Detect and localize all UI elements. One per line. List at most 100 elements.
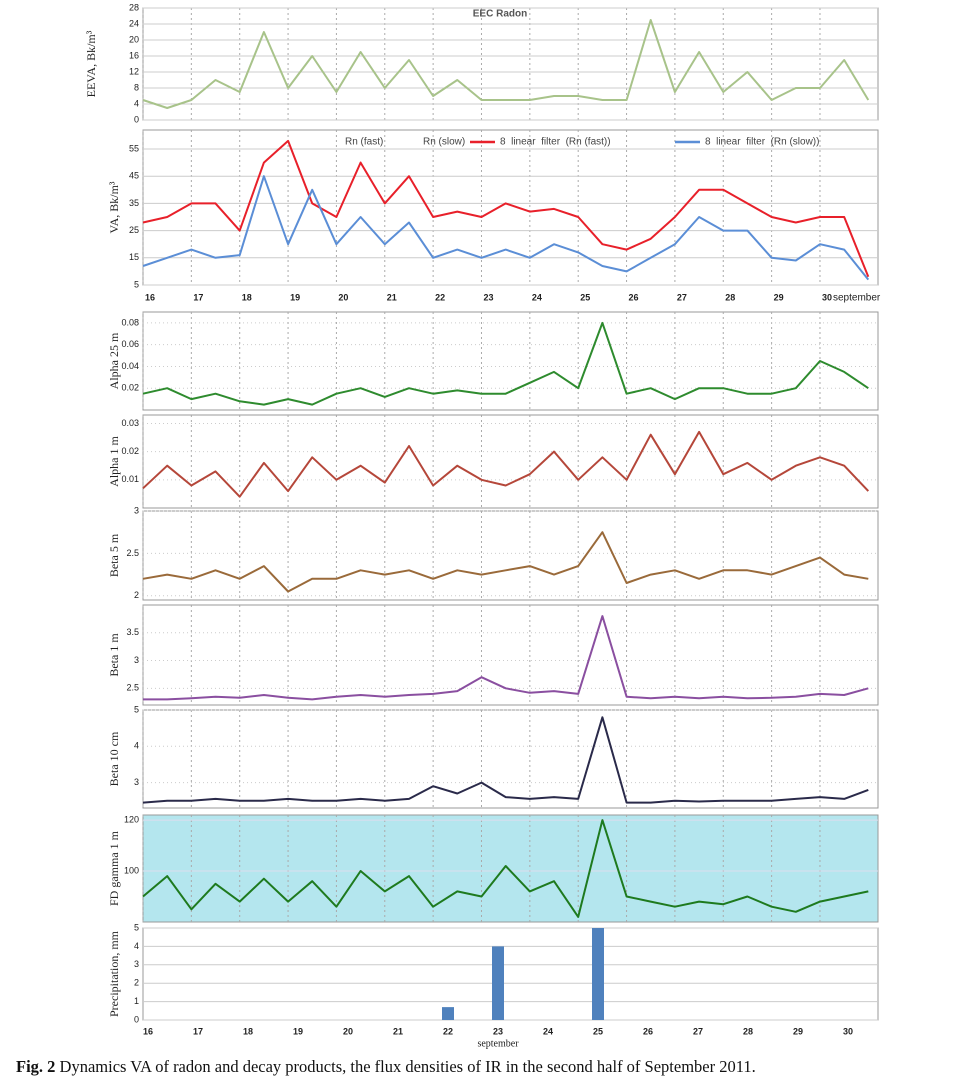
y-axis-label: Alpha 1 m xyxy=(107,436,121,487)
data-line xyxy=(142,139,870,278)
plot-frame xyxy=(142,7,879,121)
x-tick-label: 18 xyxy=(242,292,252,302)
y-tick-label: 5 xyxy=(134,279,139,289)
x-tick-label: 17 xyxy=(193,1026,203,1036)
bar xyxy=(592,928,604,1020)
x-tick-label: 18 xyxy=(243,1026,253,1036)
caption-text: Dynamics VA of radon and decay products,… xyxy=(59,1057,756,1076)
data-line xyxy=(142,430,870,498)
x-tick-label: 30 xyxy=(822,292,832,302)
y-tick-label: 2 xyxy=(134,590,139,600)
x-tick-label: 16 xyxy=(145,292,155,302)
x-tick-label: 17 xyxy=(193,292,203,302)
x-tick-label: 25 xyxy=(580,292,590,302)
y-axis-label: Beta 5 m xyxy=(107,533,121,577)
legend-label: Rn (fast) xyxy=(345,137,383,148)
x-tick-label: 20 xyxy=(343,1026,353,1036)
x-tick-label: 23 xyxy=(483,292,493,302)
legend-label: 8 linear filter (Rn (slow)) xyxy=(705,137,819,148)
caption-label: Fig. 2 xyxy=(16,1057,56,1076)
y-tick-label: 3.5 xyxy=(126,627,139,637)
y-tick-label: 0.02 xyxy=(121,383,139,393)
y-axis-label: Beta 1 m xyxy=(107,633,121,677)
x-tick-label: 24 xyxy=(543,1026,553,1036)
x-tick-label: 22 xyxy=(435,292,445,302)
y-tick-label: 35 xyxy=(129,198,139,208)
x-tick-label: 21 xyxy=(387,292,397,302)
y-tick-label: 15 xyxy=(129,252,139,262)
y-tick-label: 2.5 xyxy=(126,548,139,558)
data-line xyxy=(142,19,870,109)
y-tick-label: 45 xyxy=(129,171,139,181)
y-axis-label: VA, Bk/m³ xyxy=(107,181,121,233)
y-tick-label: 5 xyxy=(134,922,139,932)
data-line xyxy=(142,716,869,804)
x-tick-label: 25 xyxy=(593,1026,603,1036)
y-axis-label: Beta 10 cm xyxy=(107,731,121,786)
plot-frame xyxy=(142,814,879,923)
chart-title: EEC Radon xyxy=(473,9,527,20)
plot-frame xyxy=(142,709,879,809)
y-axis-label: Alpha 25 m xyxy=(107,332,121,389)
data-line xyxy=(142,175,870,281)
y-tick-label: 0.02 xyxy=(121,446,139,456)
y-tick-label: 20 xyxy=(129,34,139,44)
y-tick-label: 0.08 xyxy=(121,317,139,327)
y-tick-label: 5 xyxy=(134,704,139,714)
y-tick-label: 16 xyxy=(129,50,139,60)
y-tick-label: 1 xyxy=(134,996,139,1006)
x-tick-label: 19 xyxy=(290,292,300,302)
y-tick-label: 4 xyxy=(134,98,139,108)
legend-label: 8 linear filter (Rn (fast)) xyxy=(500,137,611,148)
scatter-background xyxy=(143,815,878,922)
plot-frame xyxy=(142,129,879,286)
y-tick-label: 12 xyxy=(129,66,139,76)
data-line xyxy=(142,321,869,406)
legend-label: Rn (slow) xyxy=(423,137,465,148)
bar xyxy=(492,946,504,1020)
y-tick-label: 0.04 xyxy=(121,361,139,371)
x-tick-label: 24 xyxy=(532,292,542,302)
y-tick-label: 3 xyxy=(134,959,139,969)
y-tick-label: 0.03 xyxy=(121,418,139,428)
y-tick-label: 100 xyxy=(124,865,139,875)
x-tick-label: 21 xyxy=(393,1026,403,1036)
plot-frame xyxy=(142,414,879,509)
data-line xyxy=(142,819,869,918)
y-tick-label: 0 xyxy=(134,114,139,124)
x-tick-label: 27 xyxy=(693,1026,703,1036)
y-tick-label: 3 xyxy=(134,505,139,515)
x-axis-label: september xyxy=(477,1038,519,1049)
y-tick-label: 120 xyxy=(124,814,139,824)
x-tick-label: 29 xyxy=(774,292,784,302)
data-line xyxy=(143,615,869,701)
y-axis-label: FD gamma 1 m xyxy=(107,830,121,906)
x-tick-label: 27 xyxy=(677,292,687,302)
data-line xyxy=(142,531,869,593)
y-tick-label: 24 xyxy=(129,18,139,28)
bar xyxy=(442,1007,454,1020)
y-axis-label: EEVA, Bk/m³ xyxy=(84,30,98,97)
x-tick-label: 22 xyxy=(443,1026,453,1036)
y-tick-label: 4 xyxy=(134,741,139,751)
x-tick-label: 20 xyxy=(338,292,348,302)
x-tick-label: 29 xyxy=(793,1026,803,1036)
x-tick-label: 28 xyxy=(725,292,735,302)
y-tick-label: 0 xyxy=(134,1014,139,1024)
x-tick-label: 26 xyxy=(629,292,639,302)
y-tick-label: 2.5 xyxy=(126,683,139,693)
y-tick-label: 8 xyxy=(134,82,139,92)
x-axis-label: september xyxy=(833,293,881,304)
x-tick-label: 28 xyxy=(743,1026,753,1036)
x-tick-label: 30 xyxy=(843,1026,853,1036)
plot-frame xyxy=(142,927,879,1021)
x-tick-label: 16 xyxy=(143,1026,153,1036)
plot-frame xyxy=(142,311,879,411)
y-tick-label: 4 xyxy=(134,941,139,951)
plot-frame xyxy=(142,510,879,601)
y-tick-label: 55 xyxy=(129,143,139,153)
caption: Fig. 2 Dynamics VA of radon and decay pr… xyxy=(16,1057,756,1077)
y-tick-label: 28 xyxy=(129,2,139,12)
